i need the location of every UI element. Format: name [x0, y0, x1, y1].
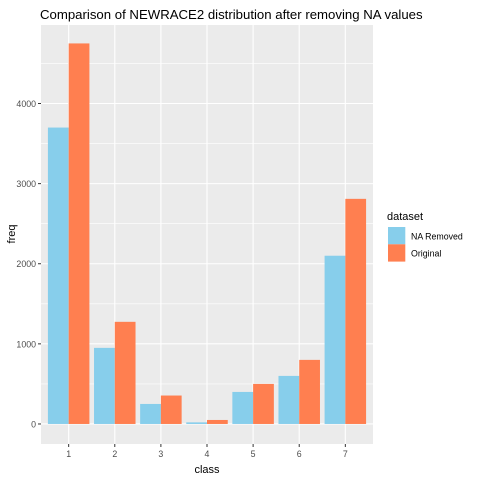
legend-label: NA Removed	[411, 231, 463, 241]
bar-na-removed	[278, 375, 300, 424]
x-tick-label: 3	[158, 449, 163, 459]
bar-na-removed	[232, 391, 254, 424]
bar-original	[160, 395, 182, 424]
bar-na-removed	[186, 422, 207, 424]
legend-label: Original	[411, 249, 441, 259]
bar-original	[114, 321, 136, 424]
bar-original	[299, 359, 320, 424]
bar-na-removed	[324, 255, 346, 424]
y-tick-label: 1000	[16, 339, 36, 349]
x-axis-label: class	[194, 464, 220, 476]
bar-na-removed	[94, 347, 115, 424]
y-axis-label: freq	[6, 225, 18, 244]
bar-na-removed	[47, 127, 69, 424]
x-tick-label: 4	[205, 449, 210, 459]
x-tick-label: 5	[251, 449, 256, 459]
legend-title: dataset	[387, 211, 423, 223]
chart-title: Comparison of NEWRACE2 distribution afte…	[40, 7, 423, 22]
legend-key	[388, 227, 406, 245]
bar-original	[345, 198, 367, 424]
bar-na-removed	[140, 403, 161, 424]
x-tick-label: 2	[112, 449, 117, 459]
legend-key	[388, 244, 406, 262]
y-tick-label: 3000	[16, 179, 36, 189]
y-tick-label: 2000	[16, 259, 36, 269]
x-tick-label: 1	[66, 449, 71, 459]
bar-original	[68, 43, 90, 424]
y-tick-label: 0	[31, 419, 36, 429]
bar-original	[207, 419, 228, 424]
bar-original	[253, 383, 274, 424]
axes: 0 1000 2000 3000 4000 1 2 3 4 5 6 7	[16, 99, 347, 459]
y-tick-label: 4000	[16, 99, 36, 109]
x-tick-label: 6	[297, 449, 302, 459]
x-tick-label: 7	[343, 449, 348, 459]
bars	[47, 43, 367, 424]
legend: dataset NA Removed Original	[387, 211, 463, 262]
